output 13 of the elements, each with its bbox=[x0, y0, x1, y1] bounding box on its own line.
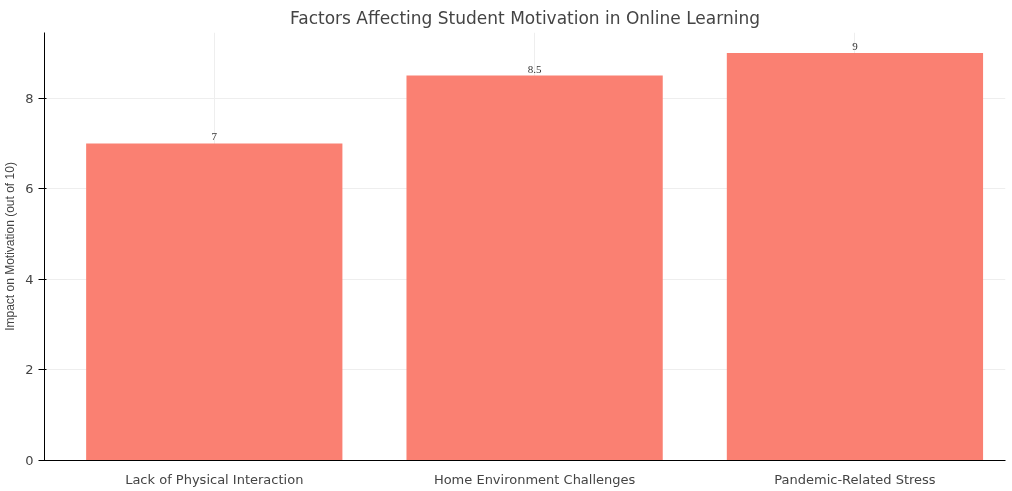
chart-title: Factors Affecting Student Motivation in Online Learning bbox=[290, 7, 760, 28]
y-axis-title: Impact on Motivation (out of 10) bbox=[3, 162, 18, 331]
x-tick-label: Home Environment Challenges bbox=[433, 471, 636, 487]
y-tick-label: 6 bbox=[25, 181, 34, 197]
data-label: 9 bbox=[852, 39, 859, 52]
data-label: 8.5 bbox=[527, 62, 542, 75]
x-tick-label: Pandemic-Related Stress bbox=[774, 471, 936, 487]
y-tick-label: 4 bbox=[25, 271, 34, 287]
y-tick-label: 2 bbox=[25, 362, 34, 378]
y-tick-label: 8 bbox=[25, 90, 34, 106]
data-label: 7 bbox=[211, 130, 218, 143]
x-tick-label: Lack of Physical Interaction bbox=[125, 471, 304, 487]
y-tick-label: 0 bbox=[25, 453, 34, 468]
